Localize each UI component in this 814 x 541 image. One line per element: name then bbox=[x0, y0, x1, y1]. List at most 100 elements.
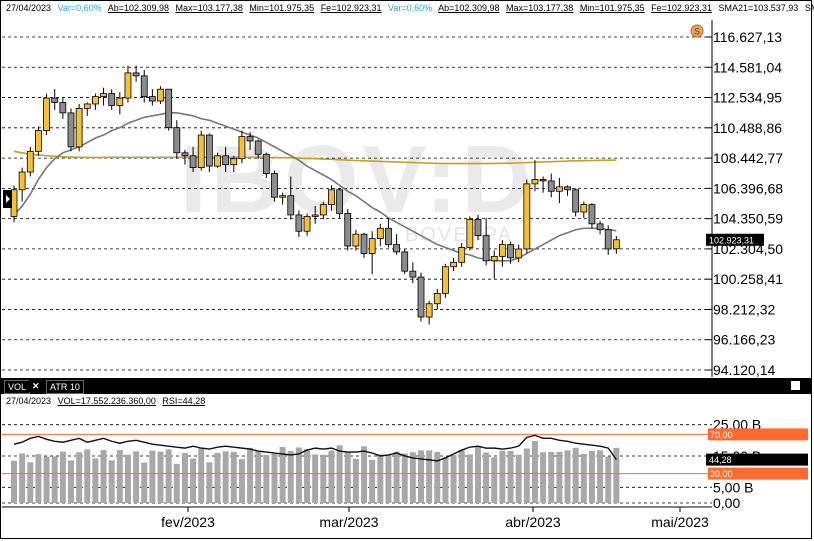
volume-bar bbox=[141, 462, 148, 503]
volume-bar bbox=[580, 453, 587, 503]
candle-body bbox=[319, 204, 327, 216]
rsi-band-70-label: 70,00 bbox=[710, 430, 733, 440]
candle-body bbox=[458, 247, 466, 263]
candle-body bbox=[539, 179, 547, 182]
rsi-info-line: 27/04/2023 VOL=17.552.236.360,00 RSI=44,… bbox=[6, 396, 209, 406]
volume-bar bbox=[450, 454, 457, 503]
volume-bar bbox=[418, 450, 424, 503]
volume-bar bbox=[279, 446, 286, 503]
candle-body bbox=[555, 186, 563, 192]
candle-body bbox=[205, 134, 213, 167]
volume-bar bbox=[312, 454, 319, 503]
volume-bar bbox=[230, 451, 237, 503]
header-fe: Fe=102.923,31 bbox=[320, 3, 382, 13]
candle-body bbox=[360, 233, 368, 254]
candle-body bbox=[140, 75, 148, 97]
candle-body bbox=[173, 127, 181, 154]
candle-body bbox=[18, 171, 26, 191]
volume-bar bbox=[149, 450, 156, 503]
atr-tab[interactable]: ATR 10 bbox=[46, 380, 84, 394]
volume-bar bbox=[434, 451, 441, 503]
x-axis-label: fev/2023 bbox=[161, 514, 215, 530]
candle-body bbox=[295, 214, 303, 232]
volume-bar bbox=[198, 447, 205, 503]
rsi-last-label: 44,28 bbox=[709, 455, 732, 465]
price-axis-label: 106.396,68 bbox=[713, 180, 783, 196]
volume-bar bbox=[515, 454, 522, 503]
sma21-line bbox=[13, 112, 617, 262]
header-var2: Var=0,60% bbox=[388, 3, 433, 13]
candle-body bbox=[116, 97, 124, 106]
price-axis-label: 100.258,41 bbox=[713, 271, 783, 287]
volume-axis-label: 5,00 B bbox=[713, 479, 753, 495]
candle-body bbox=[515, 248, 523, 259]
price-axis-label: 116.627,13 bbox=[713, 29, 782, 45]
volume-bar bbox=[344, 452, 351, 503]
volume-bar bbox=[523, 448, 530, 503]
vol-tab[interactable]: VOL bbox=[4, 380, 31, 394]
candle-body bbox=[59, 102, 67, 114]
candle-body bbox=[262, 153, 270, 174]
candle-body bbox=[157, 88, 164, 102]
volume-bar bbox=[51, 456, 58, 503]
candle-body bbox=[92, 96, 99, 105]
candle-body bbox=[547, 180, 555, 192]
volume-bar bbox=[190, 458, 197, 503]
maximize-icon[interactable] bbox=[791, 381, 800, 390]
candle-body bbox=[222, 155, 230, 166]
candle-body bbox=[474, 218, 482, 237]
candle-body bbox=[588, 204, 596, 225]
volume-bar bbox=[474, 445, 481, 503]
volume-bar bbox=[588, 450, 595, 503]
rsi-band-30-marker bbox=[708, 467, 808, 480]
volume-bar bbox=[116, 450, 123, 503]
volume-bar bbox=[377, 454, 384, 503]
candle-body bbox=[564, 186, 571, 191]
candle-body bbox=[287, 195, 295, 216]
rsi-info-date: 27/04/2023 bbox=[6, 396, 52, 406]
volume-bar bbox=[572, 447, 579, 503]
candle-body bbox=[352, 233, 360, 247]
volume-bar bbox=[255, 450, 262, 503]
candle-body bbox=[604, 229, 612, 250]
candle-body bbox=[507, 244, 514, 259]
header-max: Max=103.177,38 bbox=[175, 3, 243, 13]
candle-body bbox=[336, 189, 344, 214]
price-axis-label: 104.350,59 bbox=[713, 211, 783, 227]
volume-bar bbox=[548, 451, 555, 503]
volume-bar bbox=[426, 450, 433, 503]
volume-bar bbox=[304, 449, 311, 503]
candle-body bbox=[498, 244, 506, 257]
candle-body bbox=[165, 88, 173, 129]
header-ab: Ab=102.309,98 bbox=[107, 3, 170, 13]
candle-body bbox=[181, 152, 189, 157]
volume-bar bbox=[124, 454, 131, 503]
price-axis-label: 94.120,14 bbox=[713, 362, 775, 378]
candle-body bbox=[376, 227, 384, 240]
volume-bar bbox=[466, 454, 473, 503]
volume-axis-label: 0,00 bbox=[713, 495, 740, 511]
volume-bar bbox=[100, 450, 107, 503]
volume-bar bbox=[165, 449, 172, 503]
header-sma-cut: SMA bbox=[804, 3, 814, 13]
candle-body bbox=[531, 179, 539, 185]
candle-body bbox=[189, 155, 197, 169]
volume-bar bbox=[222, 451, 229, 503]
candle-body bbox=[246, 136, 254, 142]
rsi-line bbox=[13, 434, 617, 462]
volume-bar bbox=[361, 446, 368, 503]
volume-bar bbox=[263, 455, 270, 503]
volume-bar bbox=[19, 453, 26, 503]
candle-body bbox=[311, 214, 319, 217]
volume-bar bbox=[11, 460, 17, 503]
volume-bar bbox=[295, 447, 302, 503]
rsi-info-rsi: RSI=44,28 bbox=[162, 396, 206, 406]
price-axis-label: 112.534,95 bbox=[713, 90, 782, 106]
volume-bar bbox=[67, 460, 74, 503]
volume-bar bbox=[27, 462, 34, 503]
header-fe2: Fe=102.923,31 bbox=[651, 3, 712, 13]
candle-body bbox=[214, 155, 221, 167]
candle-body bbox=[385, 227, 392, 245]
close-icon[interactable]: ✕ bbox=[29, 380, 43, 392]
